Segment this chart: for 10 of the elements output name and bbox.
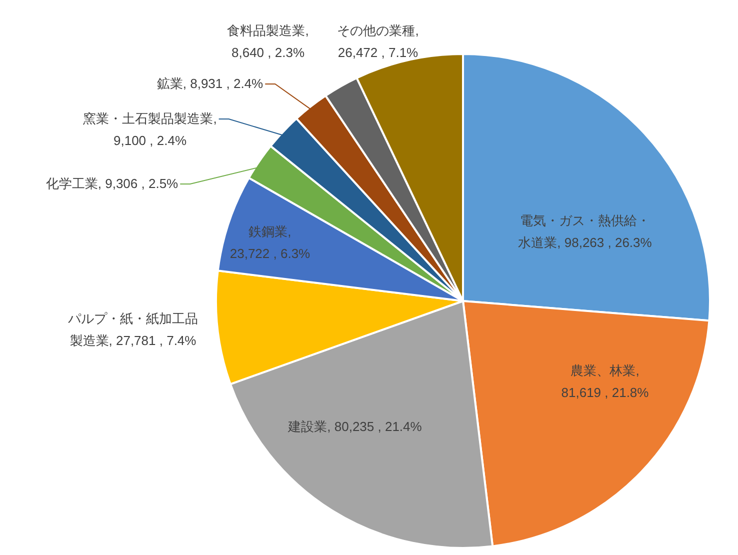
- slice-label: 窯業・土石製品製造業, 9,100 , 2.4%: [83, 110, 217, 150]
- slice-label: 電気・ガス・熱供給・水道業, 98,263 , 26.3%: [518, 212, 652, 252]
- slice-label: パルプ・紙・紙加工品製造業, 27,781 , 7.4%: [68, 310, 198, 350]
- slice-label: その他の業種, 26,472 , 7.1%: [337, 22, 419, 62]
- slice-label: 農業、林業, 81,619 , 21.8%: [561, 362, 649, 402]
- slice-label: 食料品製造業, 8,640 , 2.3%: [227, 22, 309, 62]
- slice-label: 鉄鋼業, 23,722 , 6.3%: [230, 223, 310, 263]
- slice-label: 鉱業, 8,931 , 2.4%: [156, 75, 264, 93]
- slice-label: 化学工業, 9,306 , 2.5%: [46, 175, 178, 193]
- slice-label: 建設業, 80,235 , 21.4%: [288, 418, 422, 436]
